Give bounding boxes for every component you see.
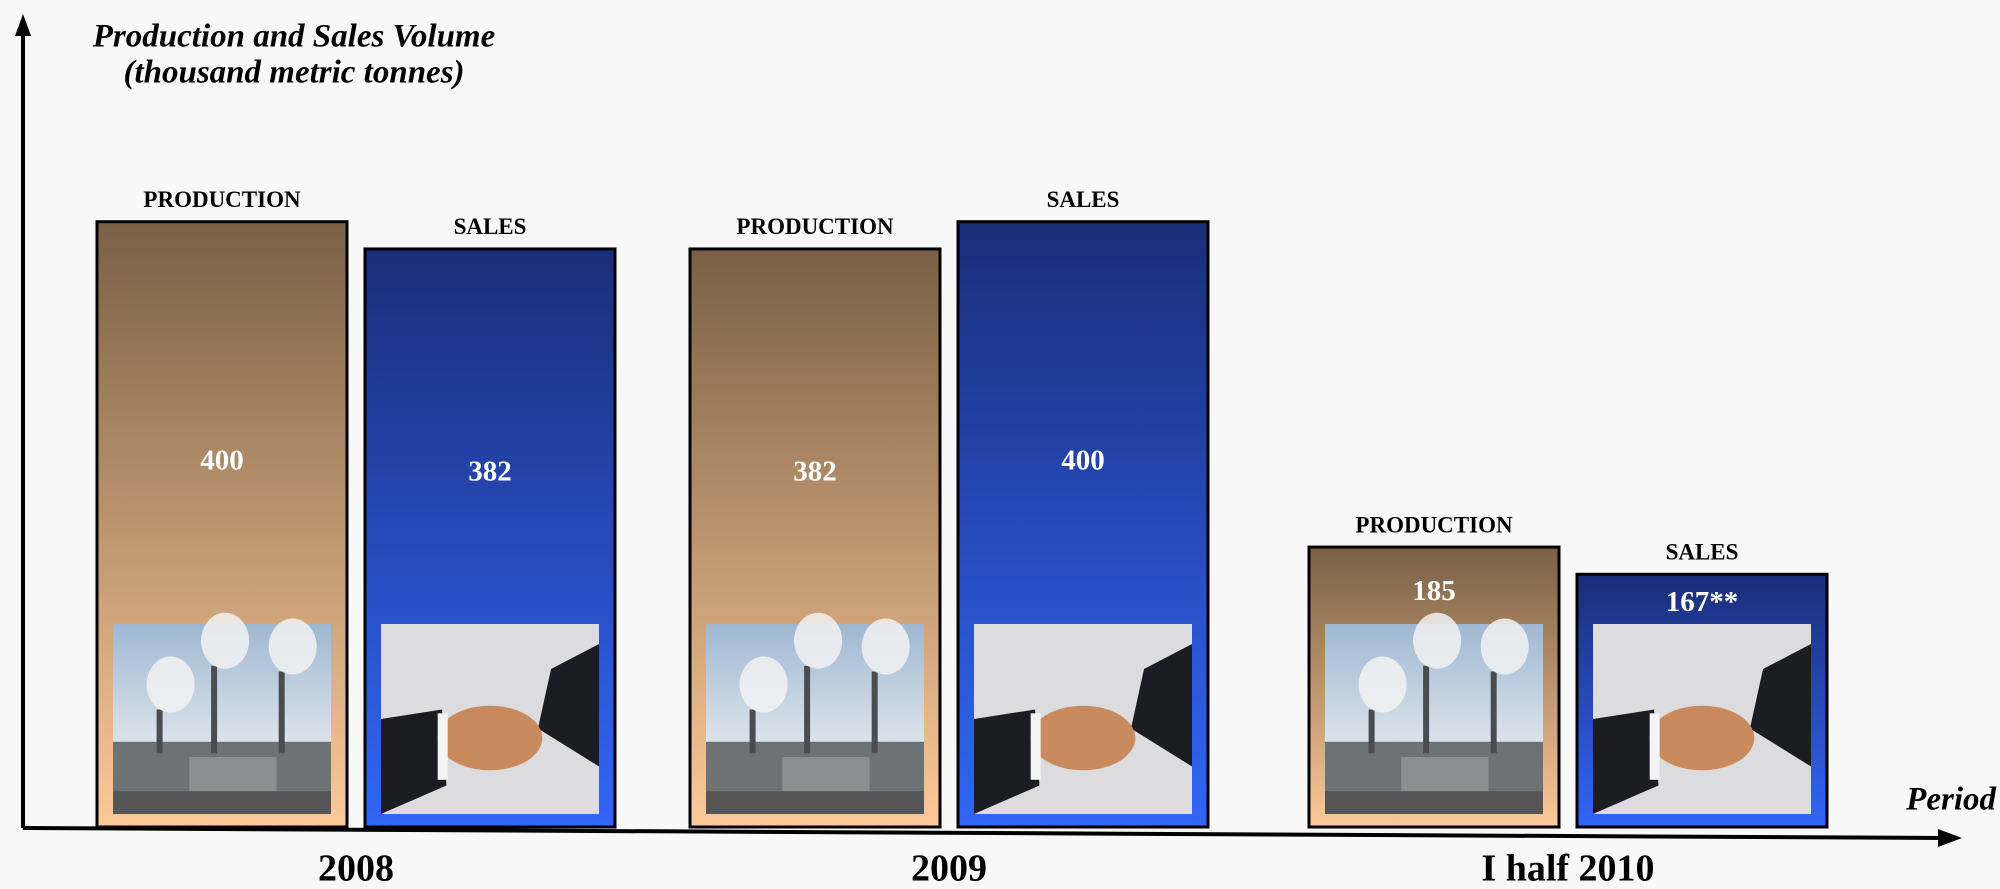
x-tick-label: 2008: [318, 848, 394, 889]
photo-detail: [1749, 644, 1811, 767]
photo-detail: [871, 671, 878, 754]
x-axis: [22, 826, 1946, 840]
photo-detail: [1593, 709, 1659, 814]
photo-detail: [706, 791, 924, 814]
value-label: 400: [200, 445, 244, 477]
series-label: PRODUCTION: [143, 187, 301, 212]
photo-detail: [1130, 644, 1192, 767]
photo-detail: [278, 671, 285, 754]
photo-detail: [782, 757, 870, 795]
series-label: PRODUCTION: [736, 214, 894, 239]
value-label: 167**: [1666, 586, 1739, 618]
photo-detail: [211, 665, 218, 754]
series-label: PRODUCTION: [1355, 512, 1513, 537]
photo-detail: [156, 709, 163, 754]
photo-detail: [1325, 791, 1543, 814]
y-axis-title: Production and Sales Volume: [92, 19, 496, 55]
value-label: 185: [1412, 575, 1456, 607]
value-label: 400: [1061, 445, 1105, 477]
series-label: SALES: [1666, 540, 1739, 565]
photo-detail: [1413, 612, 1462, 669]
photo-detail: [1358, 656, 1407, 713]
photo-detail: [437, 705, 543, 771]
photo-detail: [437, 713, 448, 780]
photo-detail: [189, 757, 277, 795]
photo-detail: [861, 618, 910, 675]
value-label: 382: [793, 456, 837, 488]
photo-detail: [381, 709, 447, 814]
value-label: 382: [468, 456, 512, 488]
photo-detail: [1030, 705, 1136, 771]
photo-detail: [201, 612, 250, 669]
x-tick-label: I half 2010: [1481, 848, 1654, 889]
photo-detail: [1030, 713, 1041, 780]
photo-detail: [1401, 757, 1489, 795]
y-axis-title: (thousand metric tonnes): [123, 55, 464, 91]
photo-detail: [794, 612, 843, 669]
photo-detail: [1649, 705, 1755, 771]
series-label: SALES: [1047, 187, 1120, 212]
x-axis-arrow: [1938, 829, 1962, 847]
photo-detail: [1490, 671, 1497, 754]
photo-detail: [804, 665, 811, 754]
photo-detail: [739, 656, 788, 713]
photo-detail: [268, 618, 317, 675]
photo-detail: [1368, 709, 1375, 754]
x-tick-label: 2009: [911, 848, 987, 889]
x-axis-title: Period: [1905, 782, 1996, 818]
series-label: SALES: [454, 214, 527, 239]
y-axis-arrow: [15, 14, 31, 36]
photo-detail: [113, 791, 331, 814]
photo-detail: [146, 656, 195, 713]
photo-detail: [1423, 665, 1430, 754]
photo-detail: [1480, 618, 1529, 675]
photo-detail: [749, 709, 756, 754]
photo-detail: [537, 644, 599, 767]
photo-detail: [974, 709, 1040, 814]
photo-detail: [1649, 713, 1660, 780]
